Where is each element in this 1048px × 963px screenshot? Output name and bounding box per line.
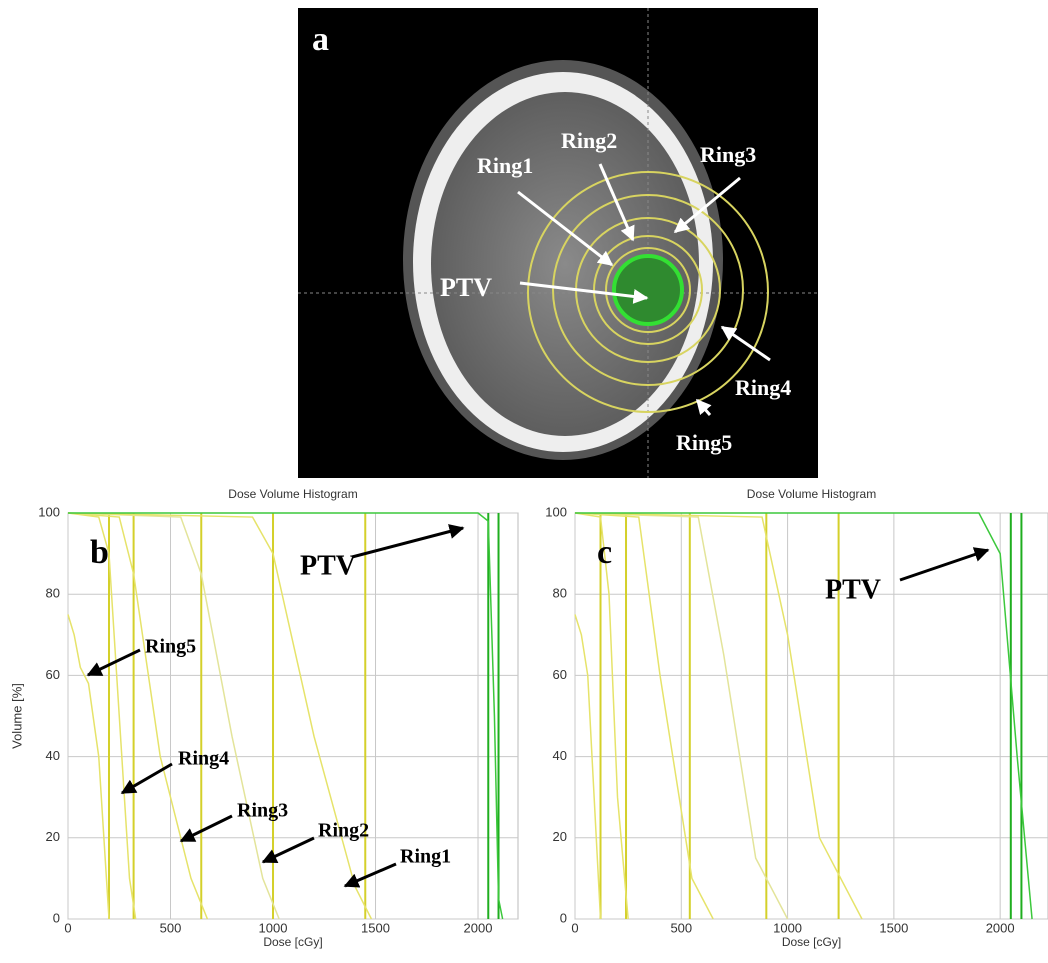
panel-label: a	[312, 21, 329, 58]
annotation: Ring3	[700, 142, 756, 167]
x-tick-label: 500	[670, 920, 692, 935]
annotation: Ring5	[145, 636, 196, 658]
x-tick-label: 0	[64, 920, 71, 935]
arrow	[351, 524, 465, 559]
y-tick-label: 0	[560, 910, 567, 925]
y-tick-label: 100	[545, 504, 567, 519]
dvh-curve	[574, 512, 863, 920]
annotation: Ring1	[477, 153, 533, 178]
x-tick-label: 0	[571, 920, 578, 935]
annotation: Ring2	[561, 128, 617, 153]
contour	[593, 235, 703, 345]
dvh-chart: 0 500 1000 1500 2000 0 20 40 60 80 100 Dose Volume …	[545, 487, 1048, 949]
contour	[552, 194, 744, 386]
dvh-curve	[574, 512, 789, 920]
contour	[527, 171, 769, 413]
arrow	[120, 762, 173, 795]
y-tick-label: 40	[46, 748, 60, 763]
arrow	[899, 547, 990, 582]
brain	[431, 92, 699, 436]
y-tick-label: 20	[46, 829, 60, 844]
y-tick-label: 80	[46, 586, 60, 601]
dvh-curve	[67, 614, 110, 920]
dvh-curve	[68, 512, 504, 920]
x-axis-label: Dose [cGy]	[782, 935, 841, 949]
x-tick-label: 1000	[259, 920, 288, 935]
dvh-curve	[67, 512, 209, 920]
arrow	[695, 398, 712, 416]
chart-title: Dose Volume Histogram	[228, 487, 357, 501]
x-axis-label: Dose [cGy]	[263, 935, 322, 949]
x-tick-label: 1500	[361, 920, 390, 935]
annotation: Ring4	[178, 748, 229, 770]
x-tick-label: 1500	[879, 920, 908, 935]
contour	[605, 247, 691, 333]
y-tick-label: 0	[53, 910, 60, 925]
y-tick-label: 100	[38, 504, 60, 519]
ptv-contour	[612, 254, 684, 326]
plot-area	[67, 512, 519, 920]
arrow	[519, 281, 649, 304]
chart-title: Dose Volume Histogram	[747, 487, 876, 501]
ct-panel: a	[298, 8, 818, 478]
annotation: PTV	[440, 273, 492, 302]
arrow	[261, 836, 315, 864]
y-tick-label: 40	[553, 748, 567, 763]
dvh-curve	[575, 512, 1033, 920]
dvh-curve	[574, 512, 714, 920]
arrow	[598, 163, 635, 242]
arrow	[517, 190, 614, 267]
y-tick-label: 80	[553, 586, 567, 601]
annotation: Ring4	[735, 375, 791, 400]
y-tick-label: 60	[553, 667, 567, 682]
x-tick-label: 1000	[773, 920, 802, 935]
dvh-chart: 0 500 1000 1500 2000 0 20 40 60 80 100 Dose Volume …	[9, 487, 519, 949]
panel-label: c	[597, 534, 612, 571]
x-tick-label: 500	[160, 920, 182, 935]
dvh-curve	[67, 512, 280, 920]
annotation: Ring1	[400, 846, 451, 868]
y-tick-label: 60	[46, 667, 60, 682]
dvh-curve	[67, 512, 373, 920]
arrow	[343, 862, 397, 888]
dvh-curve	[67, 512, 137, 920]
arrow	[179, 814, 233, 843]
annotation: Ring3	[237, 800, 288, 822]
x-tick-label: 2000	[986, 920, 1015, 935]
annotation: PTV	[300, 550, 356, 581]
arrow	[720, 325, 771, 362]
annotation: Ring5	[676, 430, 732, 455]
dvh-curve	[574, 512, 629, 920]
annotation: Ring2	[318, 820, 369, 842]
dvh-curve	[574, 614, 602, 920]
arrow	[86, 648, 141, 677]
x-tick-label: 2000	[464, 920, 493, 935]
arrow	[673, 176, 741, 234]
annotation: PTV	[825, 574, 881, 605]
y-axis-label: Volume [%]	[9, 683, 24, 749]
panel-label: b	[90, 534, 109, 571]
y-tick-label: 20	[553, 829, 567, 844]
